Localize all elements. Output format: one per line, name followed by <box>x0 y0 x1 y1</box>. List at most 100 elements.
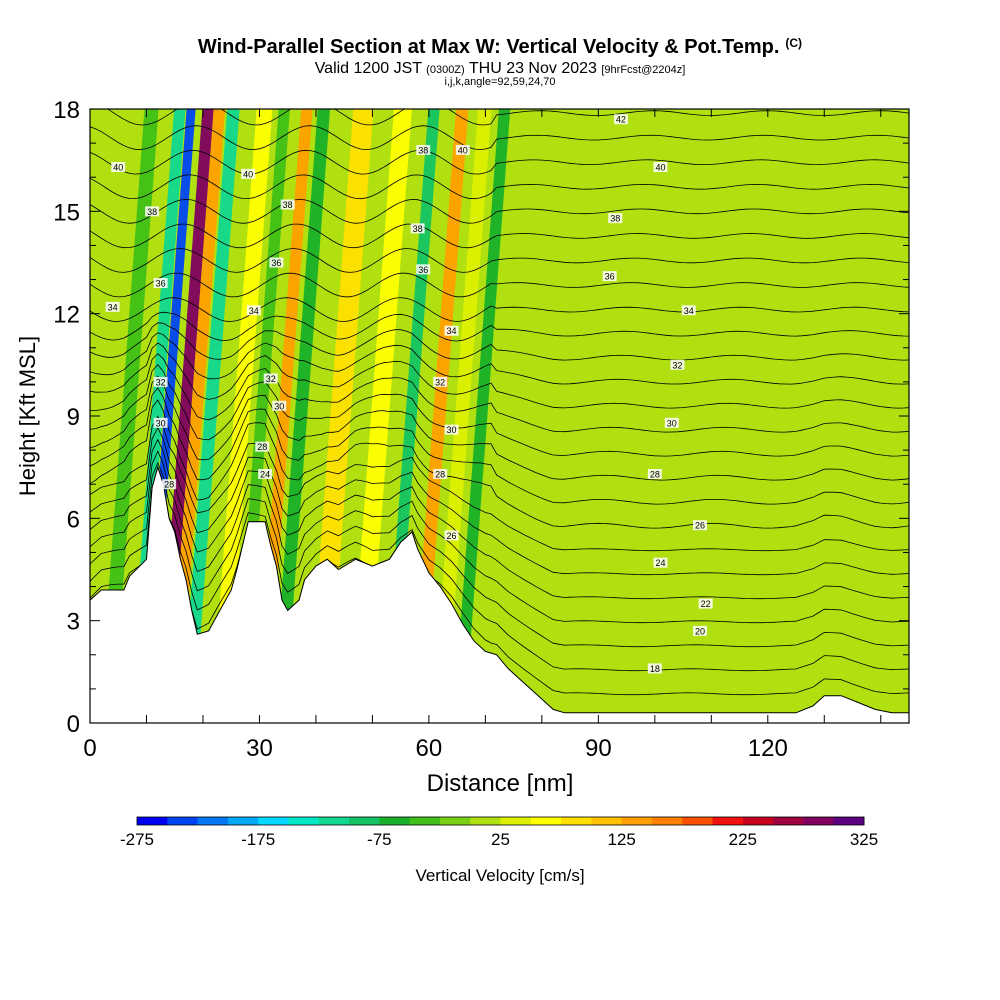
pot-temp-label-bg <box>670 359 685 370</box>
pot-temp-label-bg <box>613 114 628 125</box>
y-axis-label: Height [Kft MSL] <box>15 336 40 496</box>
y-tick-label: 18 <box>53 97 80 124</box>
pot-temp-label-text: 28 <box>164 480 174 490</box>
pot-temp-label-text: 34 <box>684 306 694 316</box>
colorbar-tick-label: 325 <box>850 830 878 849</box>
chart-title: Wind-Parallel Section at Max W: Vertical… <box>0 36 1000 59</box>
pot-temp-label-bg <box>698 598 713 609</box>
colorbar-swatch <box>712 817 744 825</box>
colorbar-swatch <box>439 817 471 825</box>
pot-temp-label-text: 36 <box>156 278 166 288</box>
colorbar-swatch <box>470 817 501 825</box>
forecast-text: [9hrFcst@2204z] <box>601 64 686 76</box>
pot-temp-label-bg <box>410 223 425 234</box>
pot-temp-label-bg <box>111 161 126 172</box>
pot-temp-label-text: 40 <box>113 162 123 172</box>
colorbar-swatch <box>591 817 623 825</box>
colorbar-swatch <box>500 817 532 825</box>
pot-temp-isoline <box>90 311 909 342</box>
pot-temp-label-text: 36 <box>271 258 281 268</box>
pot-temp-label: 34 <box>681 305 696 316</box>
pot-temp-label: 34 <box>246 305 261 316</box>
pot-temp-isoline <box>90 465 909 696</box>
colorbar-tick-label: -175 <box>241 830 275 849</box>
pot-temp-label-text: 18 <box>650 664 660 674</box>
pot-temp-label-bg <box>162 479 177 490</box>
y-tick-label: 6 <box>67 506 80 533</box>
terrain-mask <box>89 465 910 724</box>
pot-temp-label-text: 28 <box>650 469 660 479</box>
pot-temp-label-bg <box>241 168 256 179</box>
pot-temp-label-text: 32 <box>435 377 445 387</box>
pot-temp-label-bg <box>444 530 459 541</box>
pot-temp-isoline <box>90 438 909 600</box>
pot-temp-label: 42 <box>613 114 628 125</box>
y-tick-label: 15 <box>53 199 80 226</box>
pot-temp-label-bg <box>444 424 459 435</box>
pot-temp-label: 38 <box>410 223 425 234</box>
pot-temp-label-bg <box>444 325 459 336</box>
pot-temp-label-bg <box>153 376 168 387</box>
pot-temp-label-text: 38 <box>610 214 620 224</box>
pot-temp-label-bg <box>693 625 708 636</box>
pot-temp-label: 38 <box>608 213 623 224</box>
x-tick-label: 60 <box>416 735 443 762</box>
grid-params-text: i,j,k,angle=92,59,24,70 <box>444 76 556 88</box>
pot-temp-label: 40 <box>111 161 126 172</box>
valid-utc-text: (0300Z) <box>426 64 465 76</box>
pot-temp-label-bg <box>263 373 278 384</box>
valid-date-text: THU 23 Nov 2023 <box>468 60 597 77</box>
pot-temp-isoline <box>106 109 909 126</box>
pot-temp-label-bg <box>653 557 668 568</box>
pot-temp-label: 40 <box>653 161 668 172</box>
colorbar-swatch <box>833 817 865 825</box>
pot-temp-isoline <box>90 332 909 385</box>
pot-temp-label: 20 <box>693 625 708 636</box>
colorbar-swatch <box>682 817 714 825</box>
pot-temp-label-text: 30 <box>274 401 284 411</box>
pot-temp-label: 38 <box>280 199 295 210</box>
colorbar-swatch <box>227 817 259 825</box>
pot-temp-isoline <box>90 415 909 552</box>
chart-title-text: Wind-Parallel Section at Max W: Vertical… <box>197 36 780 58</box>
colorbar-swatch <box>651 817 683 825</box>
colorbar-swatch <box>561 817 592 825</box>
pot-temp-label: 38 <box>416 144 431 155</box>
pot-temp-label: 28 <box>255 441 270 452</box>
pot-temp-label-text: 26 <box>695 521 705 531</box>
pot-temp-label: 24 <box>258 468 273 479</box>
x-axis-label: Distance [nm] <box>427 770 574 797</box>
pot-temp-label-bg <box>269 257 284 268</box>
pot-temp-label: 32 <box>263 373 278 384</box>
pot-temp-label-bg <box>681 305 696 316</box>
colorbar-frame <box>136 816 865 826</box>
pot-temp-isoline <box>90 375 909 481</box>
pot-temp-label: 34 <box>105 301 120 312</box>
pot-temp-isoline <box>90 77 909 101</box>
pot-temp-label: 28 <box>647 468 662 479</box>
pot-temp-label-bg <box>647 468 662 479</box>
pot-temp-label: 40 <box>455 144 470 155</box>
pot-temp-label-text: 20 <box>695 626 705 636</box>
pot-temp-label: 30 <box>664 417 679 428</box>
colorbar-tick-label: 25 <box>491 830 510 849</box>
pot-temp-isoline <box>90 272 909 298</box>
pot-temp-label-text: 28 <box>257 442 267 452</box>
pot-temp-label-bg <box>664 417 679 428</box>
pot-temp-label-text: 34 <box>108 302 118 312</box>
velocity-band <box>98 109 159 723</box>
velocity-band <box>271 109 331 723</box>
pot-temp-isoline <box>90 322 909 361</box>
x-tick-label: 30 <box>246 735 273 762</box>
y-tick-label: 9 <box>67 404 80 431</box>
pot-temp-label: 32 <box>670 359 685 370</box>
colorbar-swatch <box>773 817 804 825</box>
pot-temp-label-bg <box>153 277 168 288</box>
y-tick-label: 12 <box>53 302 80 329</box>
colorbar-swatch <box>379 817 411 825</box>
pot-temp-label-text: 28 <box>435 469 445 479</box>
pot-temp-label: 28 <box>162 479 177 490</box>
pot-temp-label-text: 36 <box>418 265 428 275</box>
pot-temp-isoline <box>90 198 909 224</box>
